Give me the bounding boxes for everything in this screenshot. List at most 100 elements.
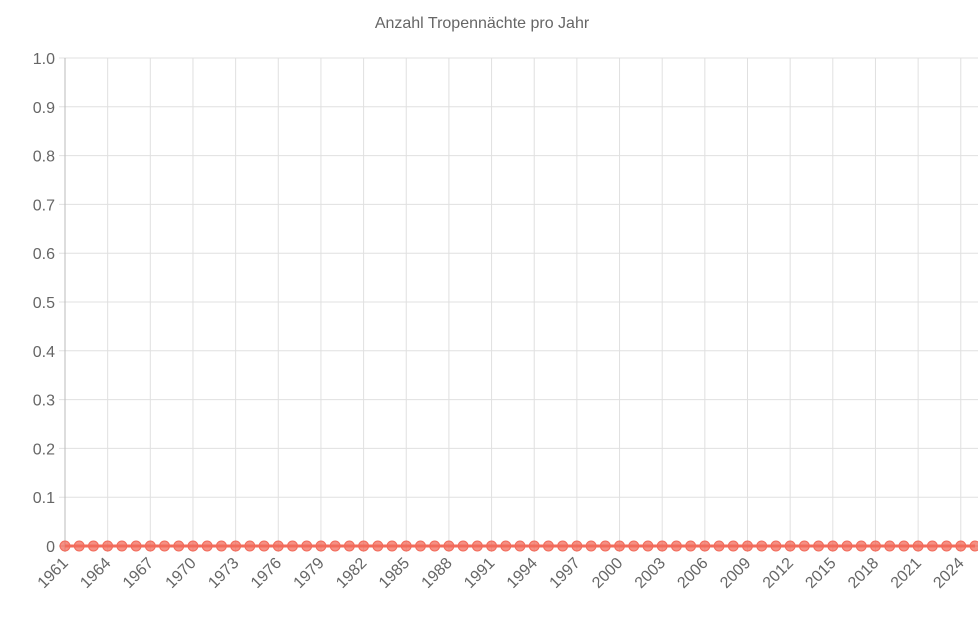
data-point	[358, 540, 370, 552]
data-point	[443, 540, 455, 552]
data-point	[159, 540, 171, 552]
data-point	[884, 540, 896, 552]
data-point	[144, 540, 156, 552]
y-tick-label: 0	[46, 539, 55, 556]
data-point	[73, 540, 85, 552]
data-point	[343, 540, 355, 552]
x-tick-label: 1991	[461, 555, 498, 592]
y-tick-label: 0.7	[33, 197, 55, 214]
x-tick-label: 1979	[291, 555, 328, 592]
data-point	[756, 540, 768, 552]
data-point	[670, 540, 682, 552]
data-point	[912, 540, 924, 552]
data-point	[941, 540, 953, 552]
data-point	[614, 540, 626, 552]
data-point	[287, 540, 298, 552]
data-point	[599, 540, 611, 552]
y-tick-label: 0.6	[33, 246, 55, 263]
data-point	[813, 540, 825, 552]
y-tick-label: 0.9	[33, 100, 55, 117]
x-tick-label: 1961	[35, 555, 72, 592]
data-point	[542, 540, 554, 552]
data-point	[429, 540, 441, 552]
x-tick-label: 1982	[333, 555, 370, 592]
x-tick-label: 2012	[760, 555, 797, 592]
data-point	[528, 540, 540, 552]
data-point	[727, 540, 739, 552]
x-tick-label: 1970	[163, 555, 200, 592]
data-point	[471, 540, 483, 552]
data-point	[656, 540, 668, 552]
data-point	[201, 540, 213, 552]
x-tick-label: 1976	[248, 555, 285, 592]
data-point	[827, 540, 839, 552]
data-point	[557, 540, 569, 552]
data-point	[798, 540, 810, 552]
data-point	[329, 540, 341, 552]
x-tick-label: 1985	[376, 555, 413, 592]
x-tick-label: 2003	[632, 555, 669, 592]
data-point	[386, 540, 398, 552]
data-point	[372, 540, 384, 552]
x-tick-label: 2009	[717, 555, 754, 592]
x-tick-label: 1967	[120, 555, 157, 592]
x-tick-label: 2006	[674, 555, 711, 592]
data-point	[969, 540, 978, 552]
data-point	[187, 540, 199, 552]
data-point	[628, 540, 640, 552]
data-point	[642, 540, 654, 552]
x-tick-label: 2021	[888, 555, 925, 592]
y-tick-label: 0.2	[33, 441, 55, 458]
data-point	[699, 540, 711, 552]
data-point	[315, 540, 327, 552]
data-point	[855, 540, 867, 552]
x-tick-label: 1973	[205, 555, 242, 592]
data-point	[173, 540, 185, 552]
x-tick-label: 1964	[77, 555, 114, 592]
data-point	[130, 540, 142, 552]
y-tick-label: 0.4	[33, 344, 55, 361]
data-point	[898, 540, 910, 552]
data-point	[500, 540, 512, 552]
data-point	[258, 540, 270, 552]
data-point	[244, 540, 256, 552]
x-tick-label: 1994	[504, 555, 541, 592]
data-point	[102, 540, 114, 552]
data-point	[713, 540, 725, 552]
data-point	[272, 540, 284, 552]
data-point	[585, 540, 597, 552]
data-point	[869, 540, 881, 552]
data-point	[457, 540, 469, 552]
data-point	[742, 540, 753, 552]
data-point	[514, 540, 526, 552]
data-point	[87, 540, 99, 552]
data-point	[59, 540, 71, 552]
data-point	[116, 540, 128, 552]
data-point	[215, 540, 227, 552]
x-tick-label: 2000	[589, 555, 626, 592]
y-tick-label: 0.5	[33, 295, 55, 312]
chart-title: Anzahl Tropennächte pro Jahr	[375, 15, 590, 32]
x-tick-label: 2015	[802, 555, 839, 592]
y-tick-label: 0.1	[33, 490, 55, 507]
data-point	[571, 540, 583, 552]
data-point	[926, 540, 938, 552]
y-tick-label: 0.8	[33, 149, 55, 166]
data-point	[230, 540, 242, 552]
data-point	[301, 540, 313, 552]
data-point	[685, 540, 697, 552]
y-tick-label: 0.3	[33, 393, 55, 410]
y-tick-label: 1.0	[33, 51, 55, 68]
data-point	[955, 540, 967, 552]
data-point	[770, 540, 782, 552]
x-tick-label: 2018	[845, 555, 882, 592]
data-point	[841, 540, 853, 552]
x-tick-label: 1997	[547, 555, 584, 592]
data-point	[784, 540, 796, 552]
data-point	[414, 540, 426, 552]
x-tick-label: 1988	[419, 555, 456, 592]
x-tick-label: 2024	[930, 555, 967, 592]
data-point	[486, 540, 498, 552]
data-point	[400, 540, 412, 552]
